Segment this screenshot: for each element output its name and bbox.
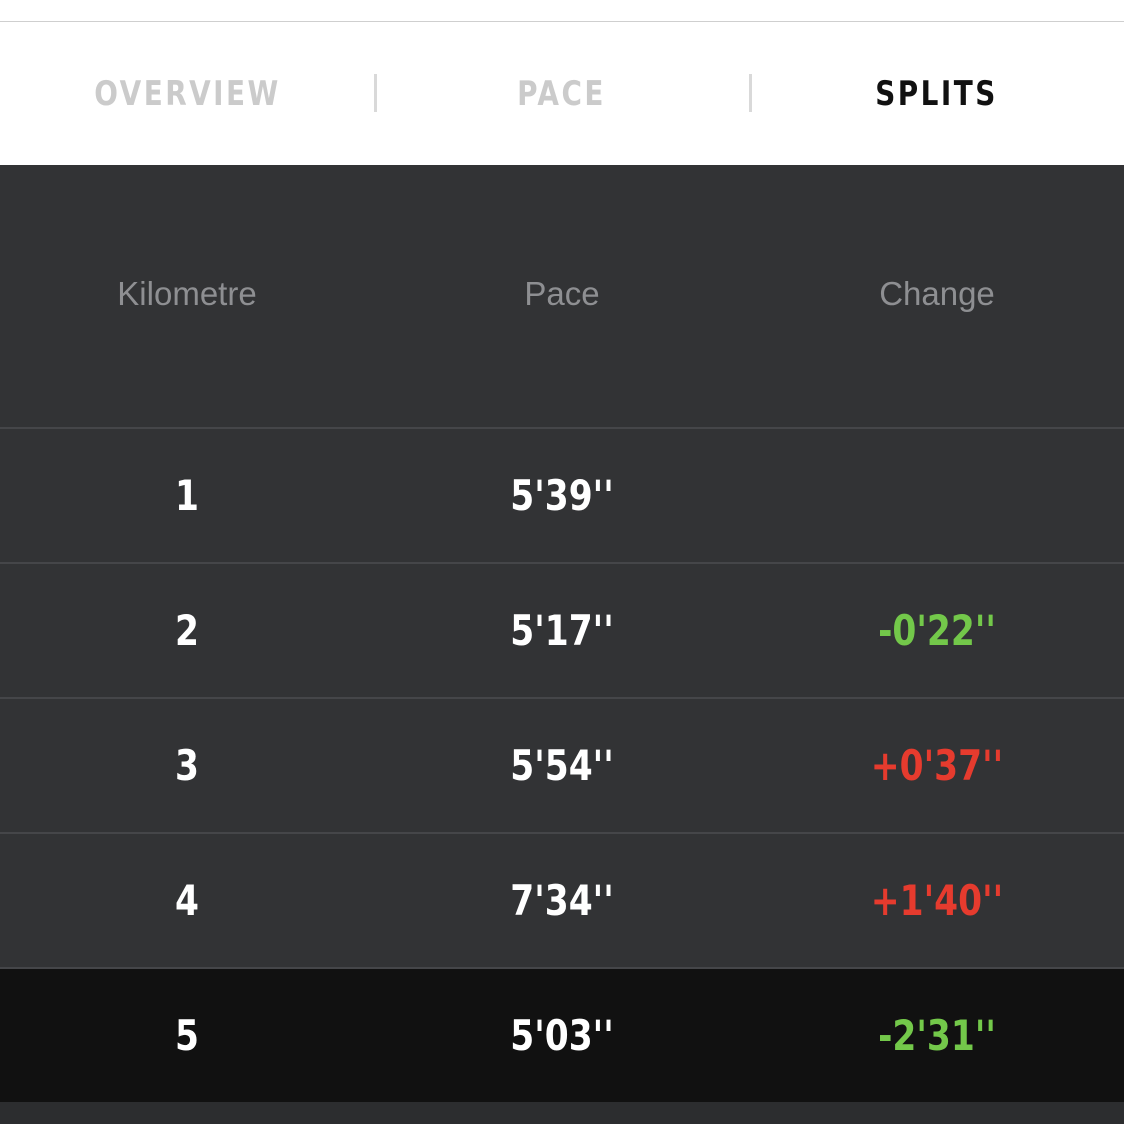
kilometre-cell: 2 xyxy=(175,606,199,655)
pace-cell: 5'39'' xyxy=(510,471,614,520)
tab-overview[interactable]: OVERVIEW xyxy=(94,74,281,114)
table-row[interactable]: 4 7'34'' +1'40'' xyxy=(0,832,1124,967)
table-row[interactable]: 3 5'54'' +0'37'' xyxy=(0,697,1124,832)
table-header: Kilometre Pace Change xyxy=(0,165,1124,427)
kilometre-cell: 3 xyxy=(175,741,199,790)
change-cell: +1'40'' xyxy=(870,876,1004,925)
change-cell: +0'37'' xyxy=(870,741,1004,790)
top-divider xyxy=(0,21,1124,22)
tab-splits[interactable]: SPLITS xyxy=(875,74,998,114)
table-row-selected[interactable]: 5 5'03'' -2'31'' xyxy=(0,967,1124,1102)
header-change: Change xyxy=(879,275,995,312)
table-row[interactable]: 2 5'17'' -0'22'' xyxy=(0,562,1124,697)
change-cell: -0'22'' xyxy=(878,606,996,655)
tab-divider xyxy=(749,74,752,112)
table-footer xyxy=(0,1102,1124,1124)
table-row[interactable]: 1 5'39'' xyxy=(0,427,1124,562)
kilometre-cell: 5 xyxy=(175,1011,199,1060)
pace-cell: 5'54'' xyxy=(510,741,614,790)
kilometre-cell: 4 xyxy=(175,876,199,925)
tab-pace[interactable]: PACE xyxy=(517,74,606,114)
change-cell: -2'31'' xyxy=(878,1011,996,1060)
kilometre-cell: 1 xyxy=(175,471,199,520)
tab-divider xyxy=(374,74,377,112)
header-pace: Pace xyxy=(524,275,600,312)
pace-cell: 5'17'' xyxy=(510,606,614,655)
splits-table: Kilometre Pace Change 1 5'39'' 2 5'17'' … xyxy=(0,165,1124,1124)
header-kilometre: Kilometre xyxy=(117,275,257,312)
tab-bar: OVERVIEW PACE SPLITS xyxy=(0,0,1124,165)
pace-cell: 5'03'' xyxy=(510,1011,614,1060)
pace-cell: 7'34'' xyxy=(510,876,614,925)
change-cell xyxy=(784,429,1091,562)
